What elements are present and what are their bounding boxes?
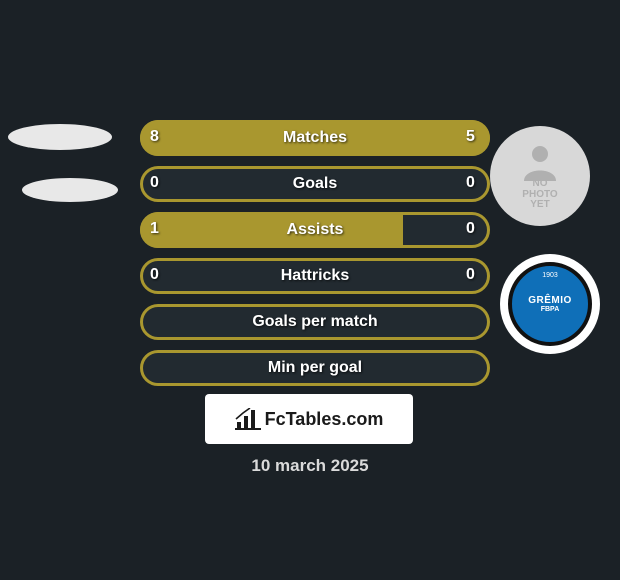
player-photo-placeholder: NO PHOTO YET (490, 126, 590, 226)
metric-label: Hattricks (281, 267, 349, 285)
metric-label: Matches (283, 129, 347, 147)
value-right: 0 (466, 220, 475, 238)
value-left: 1 (150, 220, 159, 238)
metric-label-wrap: Min per goal (140, 348, 490, 388)
value-right: 0 (466, 266, 475, 284)
badge-name: GRÊMIO (528, 295, 572, 306)
stat-row: Min per goal (0, 348, 620, 394)
player-ellipse-left (8, 124, 112, 150)
club-badge-inner: 1903 GRÊMIO FBPA (508, 262, 592, 346)
team-ellipse-left (22, 178, 118, 202)
value-left: 0 (150, 266, 159, 284)
metric-label-wrap: Hattricks (140, 256, 490, 296)
value-left: 0 (150, 174, 159, 192)
fctables-logo: FcTables.com (205, 394, 413, 444)
metric-label: Goals (293, 175, 337, 193)
metric-label-wrap: Goals per match (140, 302, 490, 342)
fctables-text: FcTables.com (265, 409, 384, 430)
value-left: 8 (150, 128, 159, 146)
no-photo-text: NO PHOTO YET (522, 179, 557, 211)
metric-label-wrap: Matches (140, 118, 490, 158)
club-badge: 1903 GRÊMIO FBPA (500, 254, 600, 354)
metric-label: Goals per match (252, 313, 377, 331)
badge-year: 1903 (542, 272, 558, 279)
metric-label-wrap: Assists (140, 210, 490, 250)
value-right: 5 (466, 128, 475, 146)
bar-chart-icon (235, 408, 261, 430)
person-icon (520, 141, 560, 181)
metric-label-wrap: Goals (140, 164, 490, 204)
metric-label: Assists (287, 221, 344, 239)
no-photo-line: YET (522, 200, 557, 211)
badge-sub: FBPA (541, 306, 560, 313)
value-right: 0 (466, 174, 475, 192)
date-text: 10 march 2025 (0, 456, 620, 476)
metric-label: Min per goal (268, 359, 362, 377)
